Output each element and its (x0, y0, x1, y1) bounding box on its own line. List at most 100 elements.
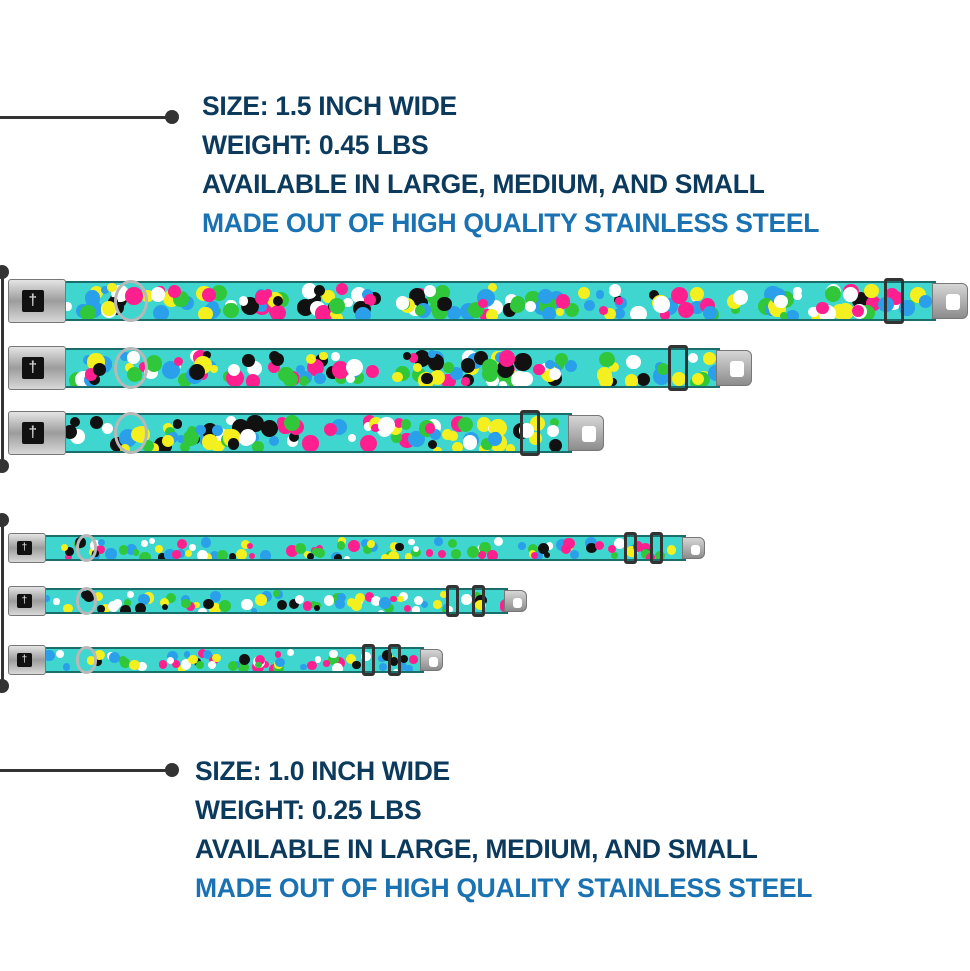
polka-dot (626, 545, 638, 557)
bracket-dot (0, 265, 9, 279)
polka-dot (164, 549, 176, 559)
polka-dot (331, 352, 341, 362)
polka-dot (329, 298, 345, 314)
polka-dot (774, 294, 788, 308)
polka-dot (274, 651, 282, 659)
polka-dot (154, 545, 163, 554)
polka-dot (102, 423, 114, 435)
polka-dot (227, 660, 239, 671)
polka-dot (614, 538, 626, 550)
polka-dot (94, 649, 105, 661)
polka-dot (176, 548, 186, 558)
d-ring (114, 280, 148, 322)
seatbelt-buckle: † (8, 411, 66, 455)
polka-dot (457, 416, 473, 432)
polka-dot (113, 599, 123, 609)
polka-dot (242, 354, 255, 367)
polka-dot (408, 353, 419, 363)
polka-dot (184, 549, 192, 557)
polka-dot (275, 657, 286, 668)
polka-dot (238, 431, 253, 447)
polka-dot (329, 649, 338, 659)
polka-dot (148, 538, 155, 545)
polka-dot (534, 551, 543, 559)
polka-dot (395, 543, 404, 552)
polka-dot (414, 305, 426, 317)
strap-keeper (624, 532, 638, 564)
polka-dot (413, 595, 424, 605)
polka-dot (403, 605, 411, 612)
polka-dot (509, 298, 526, 314)
polka-dot (475, 599, 486, 611)
polka-dot (614, 296, 624, 306)
polka-dot (43, 595, 50, 602)
polka-dot (241, 598, 253, 611)
polka-dot (302, 600, 313, 611)
polka-dot (494, 537, 504, 547)
polka-dot (240, 539, 250, 550)
polka-dot (360, 435, 378, 451)
polka-dot (296, 364, 306, 374)
polka-dot (250, 607, 257, 612)
connector-line-bottom (0, 769, 172, 772)
polka-dot (246, 415, 264, 433)
strap-keeper (884, 278, 904, 324)
polka-dot (261, 591, 272, 603)
polka-dot (306, 552, 315, 559)
polka-dot (370, 423, 380, 433)
polka-dot (354, 592, 366, 603)
polka-dot (288, 599, 300, 610)
polka-dot (561, 543, 572, 555)
latch-tab (932, 283, 968, 319)
polka-dot (97, 605, 105, 612)
collar-strap (62, 281, 936, 321)
polka-dot (488, 431, 503, 446)
polka-dot (425, 549, 434, 557)
polka-dot (397, 595, 404, 603)
polka-dot (549, 418, 560, 428)
latch-slot (690, 544, 701, 555)
polka-dot (518, 542, 526, 551)
polka-dot (378, 609, 385, 612)
polka-dot (443, 603, 450, 610)
polka-dot (254, 655, 265, 666)
bone-icon: † (17, 593, 32, 609)
polka-dot (323, 422, 337, 436)
bracket-dot (0, 513, 9, 527)
polka-dot (198, 306, 213, 319)
polka-dot (594, 541, 604, 551)
polka-dot (79, 304, 97, 319)
polka-dot (608, 284, 621, 297)
polka-dot (427, 440, 437, 450)
polka-dot (424, 423, 436, 434)
polka-dot (335, 600, 344, 608)
connector-line-top (0, 116, 172, 119)
polka-dot (196, 549, 209, 559)
polka-dot (137, 662, 147, 671)
polka-dot (793, 291, 802, 301)
polka-dot (223, 302, 240, 319)
polka-dot (448, 431, 458, 441)
polka-dot (287, 649, 295, 657)
polka-dot (366, 539, 376, 548)
polka-dot (60, 544, 68, 552)
polka-dot (691, 372, 705, 385)
polka-dot (689, 287, 705, 302)
polka-dot (297, 298, 315, 316)
polka-dot (331, 361, 350, 379)
polka-dot (808, 307, 819, 318)
polka-dot (404, 553, 412, 559)
polka-dot (412, 606, 420, 612)
polka-dot (363, 545, 373, 554)
polka-dot (410, 547, 421, 558)
polka-dot (256, 301, 267, 312)
polka-dot (228, 552, 237, 559)
polka-dot (389, 657, 399, 667)
polka-dot (825, 285, 842, 302)
polka-dot (531, 552, 539, 559)
size-text: SIZE: 1.5 INCH WIDE (202, 91, 457, 121)
polka-dot (165, 592, 176, 604)
polka-dot (660, 310, 670, 319)
polka-dot (260, 419, 279, 437)
seatbelt-buckle: † (8, 533, 46, 563)
